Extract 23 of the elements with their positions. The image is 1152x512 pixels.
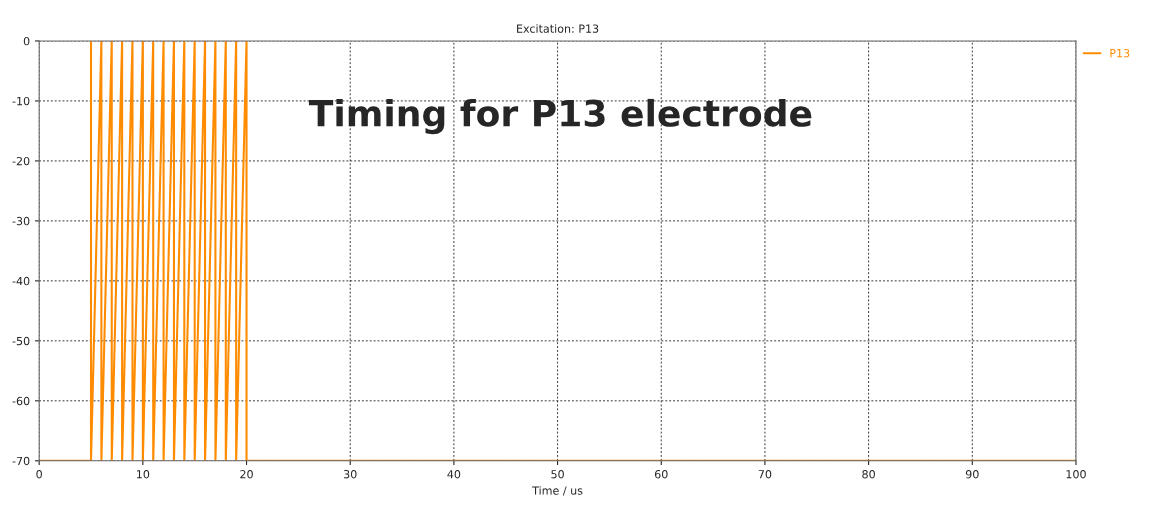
x-tick-label: 20 [240, 470, 253, 479]
x-axis-title: Time / us [532, 486, 583, 496]
y-tick-label: -30 [12, 216, 30, 226]
x-tick-label: 50 [551, 470, 564, 479]
y-tick-label: -10 [12, 96, 30, 106]
y-tick-label: -60 [12, 396, 30, 406]
y-tick-label: -20 [12, 156, 30, 166]
chart-title: Excitation: P13 [517, 24, 599, 33]
legend-label: P13 [1110, 48, 1130, 58]
x-tick-label: 60 [654, 470, 668, 479]
y-tick-label: -40 [12, 276, 30, 286]
x-tick-label: 90 [965, 470, 979, 479]
y-tick-label: -50 [12, 336, 30, 346]
x-tick-label: 80 [862, 470, 875, 479]
y-tick-label: 0 [23, 36, 30, 46]
x-tick-label: 0 [36, 470, 42, 479]
x-tick-label: 10 [137, 470, 150, 479]
x-tick-label: 70 [758, 470, 772, 479]
annotation: Timing for P13 electrode [308, 98, 812, 135]
y-tick-label: -70 [12, 456, 30, 466]
x-tick-label: 100 [1066, 470, 1086, 479]
x-tick-label: 40 [447, 470, 461, 479]
x-tick-label: 30 [343, 470, 357, 479]
